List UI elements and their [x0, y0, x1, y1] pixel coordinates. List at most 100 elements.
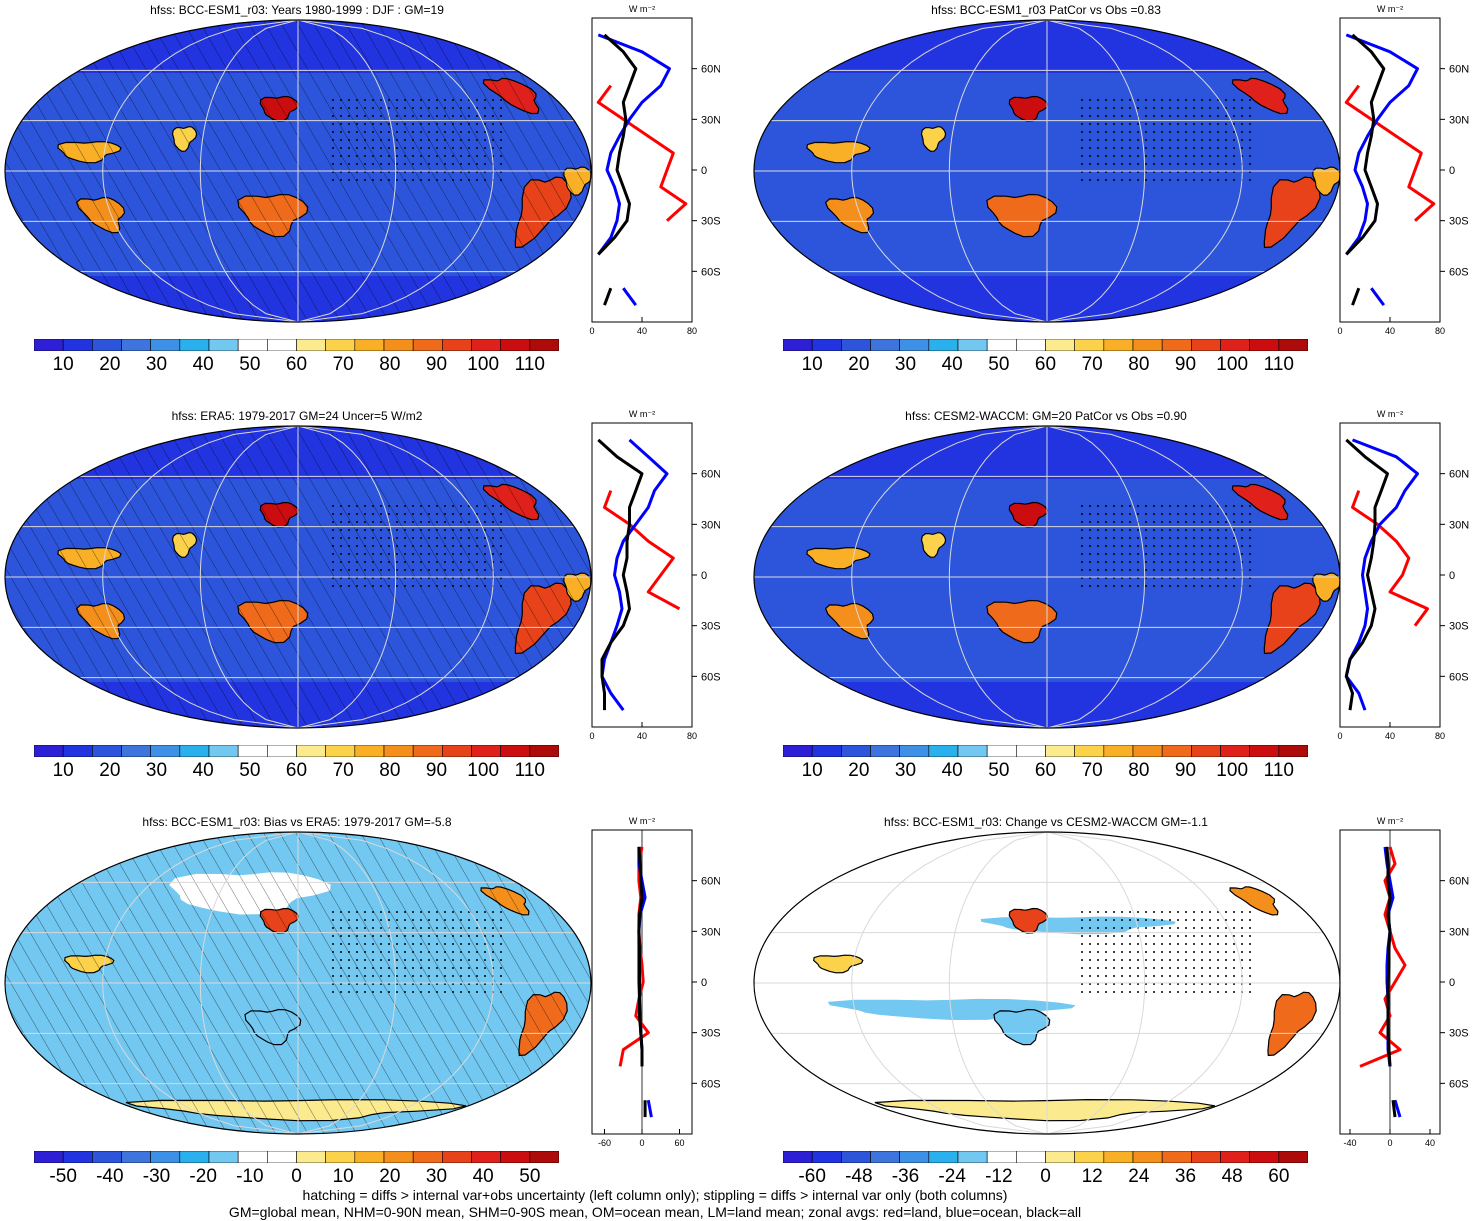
x-tick-label: 0	[1337, 326, 1342, 336]
colorbar-tick-label: 100	[467, 760, 500, 781]
x-tick-label: -40	[1343, 1138, 1356, 1148]
panel-title-5: hfss: BCC-ESM1_r03: Bias vs ERA5: 1979-2…	[142, 815, 452, 829]
colorbar-tick-label: 40	[941, 760, 963, 781]
x-tick-label: 80	[687, 326, 697, 336]
colorbar-swatch	[899, 745, 930, 757]
longitude-line	[1046, 832, 1146, 1134]
colorbar-tick-label: 50	[239, 760, 261, 781]
lat-tick-label: 60S	[701, 671, 720, 683]
x-tick-label: 80	[1435, 326, 1445, 336]
colorbar-tick-label: 60	[285, 354, 308, 375]
colorbar-labels-4: 10 20 30 40 50 60 70 80 90 100 110	[783, 760, 1308, 784]
zonal-unit-label: W m⁻²	[629, 816, 655, 826]
lat-tick-label: 0	[701, 977, 707, 989]
colorbar-tick-label: 10	[332, 1166, 354, 1187]
colorbar-swatch	[1220, 1151, 1250, 1163]
land-south-africa	[824, 602, 875, 640]
zonal-all-line	[1385, 846, 1397, 1118]
colorbar-swatch	[412, 339, 443, 351]
zonal-ocean-line	[1345, 33, 1419, 306]
zonal-ocean-line	[597, 33, 671, 306]
colorbar-tick-label: 10	[52, 354, 74, 375]
colorbar-labels-5: -50 -40 -30 -20 -10 0 10 20 30 40 50	[34, 1166, 559, 1190]
colorbar-swatch	[471, 745, 501, 757]
colorbar-swatch	[150, 1151, 181, 1163]
colorbar-swatch	[1074, 745, 1105, 757]
zonal-ocean-line	[600, 438, 669, 711]
colorbar-swatch	[325, 339, 356, 351]
colorbar-tick-label: 80	[1128, 760, 1150, 781]
longitude-line	[1046, 20, 1243, 322]
colorbar-swatch	[208, 339, 239, 351]
colorbar-swatch	[1045, 1151, 1075, 1163]
colorbar-swatch	[267, 339, 297, 351]
colorbar-tick-label: 20	[848, 760, 870, 781]
map-era5	[4, 425, 592, 729]
stippling	[327, 500, 505, 593]
x-tick-label: 0	[589, 326, 594, 336]
colorbar-swatch	[62, 1151, 93, 1163]
land-east-asia	[1008, 95, 1049, 122]
colorbar-swatch	[267, 1151, 297, 1163]
colorbar-swatch	[92, 745, 122, 757]
colorbar-tick-label: 20	[379, 1166, 401, 1187]
colorbar-tick-label: 60	[1034, 760, 1057, 781]
colorbar-swatch	[928, 745, 959, 757]
lat-tick-label: 30S	[1449, 621, 1469, 633]
longitude-line	[1046, 426, 1146, 728]
zonal-ocean-line	[1344, 438, 1419, 711]
lat-tick-label: 30N	[701, 926, 720, 938]
colorbar-swatch	[62, 745, 93, 757]
colorbar-tick-label: 20	[848, 354, 870, 375]
colorbar-tick-label: 48	[1221, 1166, 1243, 1187]
land-amazon	[1312, 166, 1340, 196]
colorbar-swatch	[1161, 339, 1192, 351]
longitude-line	[297, 426, 397, 728]
panel-title-1: hfss: BCC-ESM1_r03: Years 1980-1999 : DJ…	[150, 3, 444, 17]
colorbar-swatch	[179, 1151, 210, 1163]
land-north-atlantic	[1231, 77, 1289, 115]
colorbar-tick-label: 70	[1081, 760, 1103, 781]
land-north-atlantic	[1229, 886, 1279, 916]
colorbar-swatch	[870, 339, 900, 351]
lat-tick-label: 60S	[701, 266, 720, 278]
lat-tick-label: 30N	[1449, 926, 1469, 938]
longitude-line	[1046, 20, 1146, 322]
colorbar-swatch	[1074, 339, 1105, 351]
colorbar-1	[34, 339, 559, 351]
colorbar-swatch	[1220, 745, 1250, 757]
land-india	[920, 126, 947, 152]
colorbar-swatch	[1132, 1151, 1163, 1163]
colorbar-swatch	[841, 339, 871, 351]
colorbar-tick-label: 36	[1174, 1166, 1197, 1187]
colorbar-swatch	[325, 1151, 356, 1163]
colorbar-swatch	[1016, 745, 1046, 757]
colorbar-swatch	[354, 745, 385, 757]
lat-tick-label: 60N	[1449, 876, 1469, 888]
colorbar-swatch	[383, 745, 414, 757]
longitude-line	[102, 20, 299, 322]
colorbar-tick-label: 70	[1081, 354, 1103, 375]
land-sahel	[813, 954, 864, 974]
colorbar-tick-label: 60	[1268, 1166, 1290, 1187]
colorbar-swatch	[412, 745, 443, 757]
zonal-unit-label: W m⁻²	[1377, 816, 1403, 826]
colorbar-swatch	[1045, 339, 1075, 351]
zonal-all-line	[1344, 438, 1389, 711]
map-cesm2	[753, 425, 1341, 729]
colorbar-tick-label: 30	[145, 760, 168, 781]
lat-tick-label: 30S	[701, 1028, 720, 1040]
colorbar-swatch	[957, 339, 988, 351]
zonal-plot-6: W m⁻² 60N 30N 0 30S 60S -40 0 40	[1339, 816, 1469, 1148]
land-australia	[986, 193, 1058, 238]
map-border	[4, 831, 592, 1135]
colorbar-swatch	[1278, 339, 1308, 351]
colorbar-tick-label: 50	[988, 354, 1010, 375]
stippling	[1076, 94, 1254, 187]
colorbar-swatch	[986, 339, 1017, 351]
footer-note-2: GM=global mean, NHM=0-90N mean, SHM=0-90…	[228, 1204, 1082, 1220]
colorbar-swatch	[783, 745, 813, 757]
colorbar-swatch	[1249, 745, 1280, 757]
colorbar-tick-label: 10	[52, 760, 74, 781]
colorbar-swatch	[986, 745, 1017, 757]
